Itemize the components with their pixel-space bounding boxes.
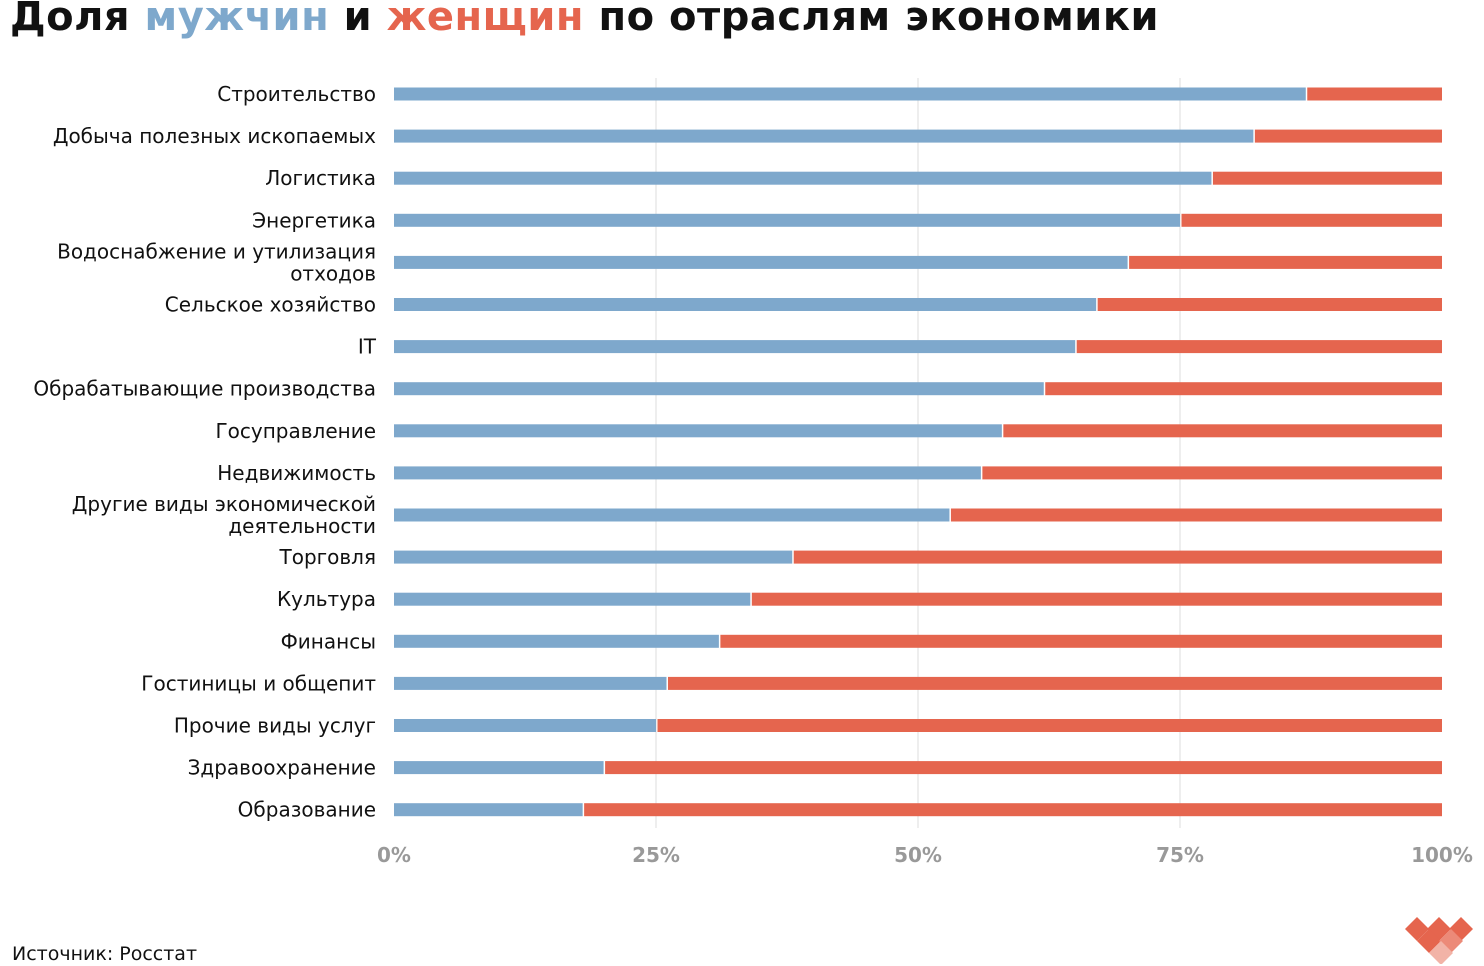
category-label: Финансы	[281, 629, 376, 653]
category-label: Добыча полезных ископаемых	[53, 124, 376, 148]
bar-men	[394, 129, 1254, 143]
category-label: Прочие виды услуг	[174, 714, 376, 738]
bar-women	[1307, 87, 1442, 101]
bar-men	[394, 508, 950, 522]
category-label: Гостиницы и общепит	[141, 671, 376, 695]
bar-men	[394, 255, 1128, 269]
x-tick-label: 50%	[894, 843, 942, 867]
bar-women	[1076, 340, 1442, 354]
bar-women	[982, 466, 1442, 480]
bar-women	[1097, 298, 1442, 311]
chart-title: Доля мужчин и женщин по отраслям экономи…	[10, 0, 1159, 40]
bar-men	[394, 340, 1076, 354]
category-label: Госуправление	[215, 419, 376, 443]
bar-men	[394, 761, 604, 775]
category-label: Обрабатывающие производства	[33, 377, 376, 401]
bar-men	[394, 466, 981, 480]
bar-women	[1181, 213, 1442, 227]
bar-men	[394, 719, 656, 732]
x-tick-label: 25%	[632, 843, 680, 867]
bar-men	[394, 592, 751, 606]
bar-women	[1212, 171, 1442, 185]
bar-men	[394, 424, 1002, 438]
bar-women	[1003, 424, 1442, 438]
bar-men	[394, 382, 1044, 396]
bar-men	[394, 676, 667, 690]
category-label: Другие виды экономической	[72, 492, 376, 516]
category-label: Торговля	[279, 545, 377, 569]
x-tick-label: 0%	[377, 843, 411, 867]
bar-women	[584, 803, 1442, 817]
bar-women	[751, 592, 1442, 606]
bar-women	[605, 761, 1442, 775]
bar-women	[667, 676, 1442, 690]
category-label: Энергетика	[252, 208, 376, 232]
bar-men	[394, 298, 1097, 311]
title-women: женщин	[386, 0, 585, 40]
category-label: Здравоохранение	[188, 756, 376, 780]
bar-men	[394, 213, 1180, 227]
category-label: Водоснабжение и утилизация	[57, 239, 376, 263]
bar-men	[394, 171, 1212, 185]
category-label: деятельности	[228, 514, 376, 538]
bar-men	[394, 803, 583, 817]
bar-women	[793, 550, 1442, 564]
category-label: Строительство	[217, 82, 376, 106]
category-label: отходов	[290, 261, 376, 285]
x-tick-label: 75%	[1156, 843, 1204, 867]
title-text: Доля	[10, 0, 145, 40]
title-text: и	[329, 0, 387, 40]
bar-men	[394, 550, 793, 564]
title-men: мужчин	[144, 0, 330, 40]
bar-women	[1045, 382, 1442, 396]
category-label: Культура	[277, 587, 376, 611]
bar-women	[1254, 129, 1442, 143]
bar-women	[950, 508, 1442, 522]
category-label: IT	[358, 335, 377, 359]
category-label: Сельское хозяйство	[165, 293, 376, 317]
category-label: Логистика	[265, 166, 376, 190]
title-text: по отраслям экономики	[584, 0, 1159, 40]
bar-men	[394, 634, 719, 648]
x-tick-label: 100%	[1411, 843, 1473, 867]
category-label: Недвижимость	[217, 461, 376, 485]
heart-diamonds-logo	[1405, 917, 1473, 964]
bar-men	[394, 87, 1306, 101]
source-note: Источник: Росстат	[12, 943, 198, 965]
bar-women	[720, 634, 1442, 648]
bar-women	[657, 719, 1442, 732]
bar-women	[1129, 255, 1442, 269]
category-label: Образование	[238, 798, 376, 822]
